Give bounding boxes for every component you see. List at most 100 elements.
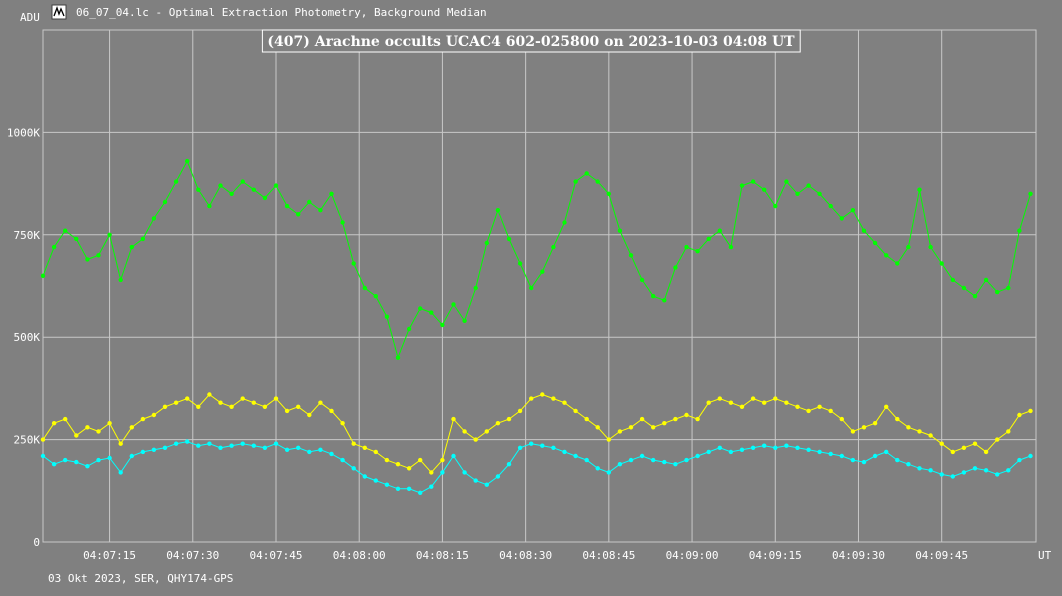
x-tick-label: 04:07:15 — [83, 549, 136, 562]
data-point — [750, 445, 756, 450]
data-point — [961, 285, 967, 291]
data-point — [684, 412, 689, 418]
data-point — [529, 396, 534, 401]
series-1 — [40, 392, 1033, 475]
data-point — [185, 396, 190, 401]
data-point — [517, 408, 523, 414]
data-point — [162, 445, 168, 450]
data-point — [806, 183, 811, 188]
data-point — [795, 404, 800, 409]
chart-title-box: (407) Arachne occults UCAC4 602-025800 o… — [261, 29, 801, 53]
data-point — [817, 404, 822, 409]
data-point — [384, 457, 390, 463]
y-tick-label: 750K — [14, 229, 41, 242]
data-point — [950, 474, 955, 479]
data-point — [573, 179, 578, 184]
data-point — [884, 449, 889, 455]
series-2 — [40, 439, 1033, 495]
data-point — [262, 445, 268, 450]
data-point — [606, 470, 611, 475]
data-point — [151, 216, 157, 221]
x-tick-label: 04:09:00 — [666, 549, 719, 562]
data-point — [728, 449, 734, 455]
data-point — [362, 445, 367, 450]
x-tick-label: 04:08:00 — [333, 549, 386, 562]
data-point — [373, 449, 378, 455]
data-point — [706, 400, 711, 405]
data-point — [473, 285, 478, 291]
data-point — [429, 310, 434, 315]
data-point — [828, 408, 833, 414]
data-point — [762, 187, 767, 192]
y-tick-label: 1000K — [7, 126, 40, 139]
data-point — [107, 455, 112, 461]
window-header: ADU 06_07_04.lc - Optimal Extraction Pho… — [20, 4, 487, 24]
data-point — [529, 441, 534, 446]
data-point — [318, 447, 323, 452]
data-point — [373, 294, 378, 299]
x-tick-label: 04:09:15 — [749, 549, 802, 562]
data-point — [173, 400, 179, 405]
data-point — [784, 179, 789, 184]
data-point — [329, 191, 334, 196]
data-point — [972, 441, 978, 446]
data-point — [262, 195, 268, 201]
data-point — [340, 421, 345, 426]
data-point — [329, 408, 334, 414]
data-point — [639, 277, 645, 283]
data-point — [129, 244, 134, 250]
data-point — [1006, 468, 1011, 473]
data-point — [517, 445, 523, 450]
data-point — [595, 179, 600, 184]
data-point — [129, 453, 134, 459]
data-point — [551, 445, 556, 450]
x-tick-label: 04:08:30 — [499, 549, 552, 562]
data-point — [784, 443, 789, 448]
data-point — [628, 425, 634, 430]
data-point — [96, 429, 101, 434]
data-point — [74, 433, 79, 438]
data-point — [262, 404, 268, 409]
plot-frame — [42, 29, 1037, 543]
data-point — [406, 326, 412, 332]
data-point — [617, 429, 623, 434]
data-point — [651, 294, 656, 299]
lightcurve-app-icon[interactable] — [51, 4, 67, 20]
data-point — [762, 443, 767, 448]
data-point — [62, 416, 68, 422]
data-point — [739, 404, 745, 409]
data-point — [51, 421, 57, 426]
data-point — [928, 244, 933, 250]
data-point — [1028, 408, 1033, 414]
data-point — [872, 421, 878, 426]
data-point — [673, 416, 678, 422]
y-tick-labels: 0 250K 500K 750K 1000K — [7, 126, 40, 549]
data-point — [351, 261, 356, 266]
y-tick-label: 500K — [14, 331, 41, 344]
series-line — [42, 393, 1031, 474]
data-point — [384, 314, 390, 319]
data-point — [695, 453, 700, 459]
data-point — [240, 179, 245, 184]
data-point — [983, 468, 989, 473]
data-point — [273, 183, 279, 188]
data-point — [739, 447, 745, 452]
data-point — [762, 400, 767, 405]
data-point — [584, 457, 589, 463]
data-point — [540, 443, 545, 448]
data-point — [817, 449, 822, 455]
y-tick-label: 0 — [33, 536, 40, 549]
x-tick-label: 04:08:15 — [416, 549, 469, 562]
y-tick-label: 250K — [14, 434, 41, 447]
data-point — [318, 400, 323, 405]
data-point — [418, 490, 423, 495]
data-point — [884, 404, 889, 409]
data-point — [74, 459, 79, 465]
data-point — [340, 457, 345, 463]
data-point — [296, 212, 301, 217]
data-point — [617, 228, 623, 233]
data-point — [895, 261, 900, 266]
data-point — [861, 228, 867, 233]
data-point — [717, 445, 722, 450]
